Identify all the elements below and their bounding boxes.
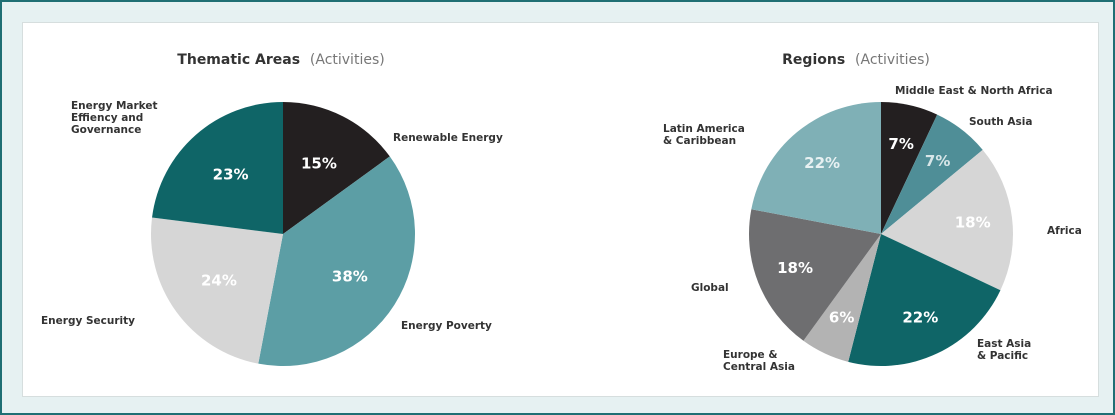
- pie-slice: [881, 114, 983, 234]
- pie-slice: [881, 102, 938, 234]
- chart-title-sub: (Activities): [310, 52, 385, 68]
- chart-title: Thematic Areas (Activities): [177, 52, 384, 68]
- label-line: & Caribbean: [663, 135, 736, 147]
- label-line: & Pacific: [977, 350, 1028, 362]
- chart-title: Regions (Activities): [782, 52, 930, 68]
- pie-slice: [803, 234, 881, 362]
- label-line: East Asia: [977, 338, 1031, 350]
- slice-value-label: 18%: [777, 259, 813, 277]
- label-line: Effiency and: [71, 112, 143, 124]
- pie-slice: [283, 102, 390, 234]
- label-line: Central Asia: [723, 361, 795, 373]
- label-line: Energy Market: [71, 100, 158, 112]
- slice-label: Energy Poverty: [401, 320, 492, 332]
- chart-title-main: Regions: [782, 52, 845, 68]
- pie-slice: [881, 149, 1013, 291]
- pie-slice: [258, 156, 416, 367]
- pie-slice: [150, 217, 283, 364]
- slice-label: Renewable Energy: [393, 132, 503, 144]
- charts-panel: Thematic Areas (Activities) 15% 38% 24% 23%…: [22, 22, 1099, 397]
- slice-value-label: 18%: [955, 213, 991, 231]
- slice-value-label: 7%: [925, 152, 950, 170]
- slice-value-label: 22%: [902, 309, 938, 327]
- slice-label: East Asia & Pacific: [977, 338, 1035, 362]
- slice-value-label: 7%: [888, 135, 913, 153]
- slice-value-label: 6%: [829, 309, 854, 327]
- chart-title-sub: (Activities): [855, 52, 930, 68]
- slice-label: Africa: [1047, 225, 1082, 237]
- slice-value-label: 15%: [301, 154, 337, 172]
- slice-value-label: 23%: [213, 166, 249, 184]
- slice-label: Energy Market Effiency and Governance: [71, 100, 161, 136]
- slice-label: Latin America & Caribbean: [663, 123, 748, 147]
- slice-label: Europe & Central Asia: [723, 349, 795, 373]
- pie-regions: 7% 7% 18% 22% 6% 18% 22%: [749, 102, 1013, 366]
- label-line: Europe &: [723, 349, 778, 361]
- label-line: Governance: [71, 124, 141, 136]
- slice-label: Energy Security: [41, 315, 135, 327]
- slice-label: Middle East & North Africa: [895, 85, 1053, 97]
- slice-value-label: 22%: [804, 154, 840, 172]
- slice-value-label: 38%: [332, 267, 368, 285]
- slice-value-label: 24%: [201, 272, 237, 290]
- pie-thematic-areas: 15% 38% 24% 23%: [150, 102, 416, 367]
- pie-charts-svg: Thematic Areas (Activities) 15% 38% 24% 23%…: [41, 52, 1082, 373]
- pie-slice: [751, 102, 881, 234]
- slice-label: South Asia: [969, 116, 1032, 128]
- pie-slice: [749, 209, 881, 341]
- label-line: Latin America: [663, 123, 745, 135]
- pie-slice: [848, 234, 1001, 366]
- slice-label: Global: [691, 282, 729, 294]
- pie-slice: [152, 102, 283, 234]
- chart-title-main: Thematic Areas: [177, 52, 300, 68]
